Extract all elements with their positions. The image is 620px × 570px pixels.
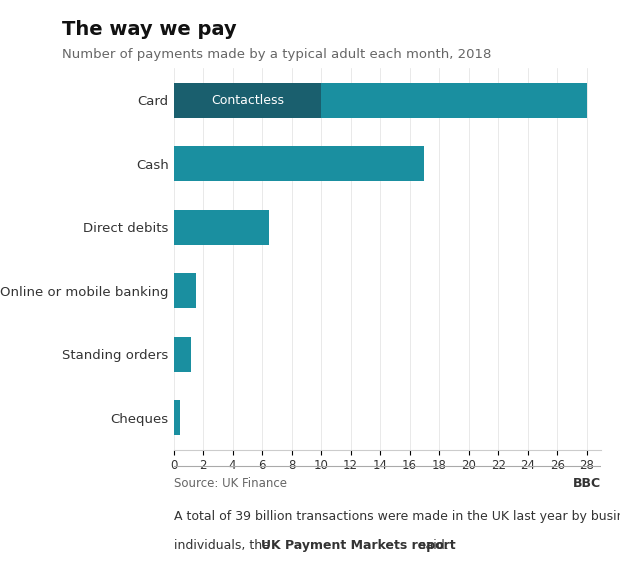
Text: Contactless: Contactless (211, 93, 284, 107)
Text: UK Payment Markets report: UK Payment Markets report (261, 539, 456, 552)
Text: Number of payments made by a typical adult each month, 2018: Number of payments made by a typical adu… (62, 48, 492, 62)
Text: BBC: BBC (574, 477, 601, 490)
Bar (321, 83, 587, 117)
Bar (174, 210, 270, 245)
Text: individuals, the: individuals, the (174, 539, 273, 552)
Bar (174, 337, 192, 372)
Text: The way we pay: The way we pay (62, 20, 237, 39)
Bar (174, 274, 196, 308)
Bar (174, 146, 424, 181)
Bar (174, 400, 180, 435)
Text: Source: UK Finance: Source: UK Finance (174, 477, 286, 490)
Bar (174, 83, 321, 117)
Text: said.: said. (415, 539, 449, 552)
Text: A total of 39 billion transactions were made in the UK last year by businesses a: A total of 39 billion transactions were … (174, 510, 620, 523)
